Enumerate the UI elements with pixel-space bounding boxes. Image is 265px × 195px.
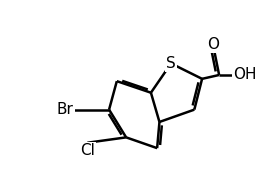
Text: S: S: [166, 56, 176, 71]
Text: O: O: [207, 37, 219, 52]
Text: Br: Br: [56, 102, 73, 117]
Text: OH: OH: [233, 67, 257, 82]
Text: Cl: Cl: [80, 143, 95, 158]
